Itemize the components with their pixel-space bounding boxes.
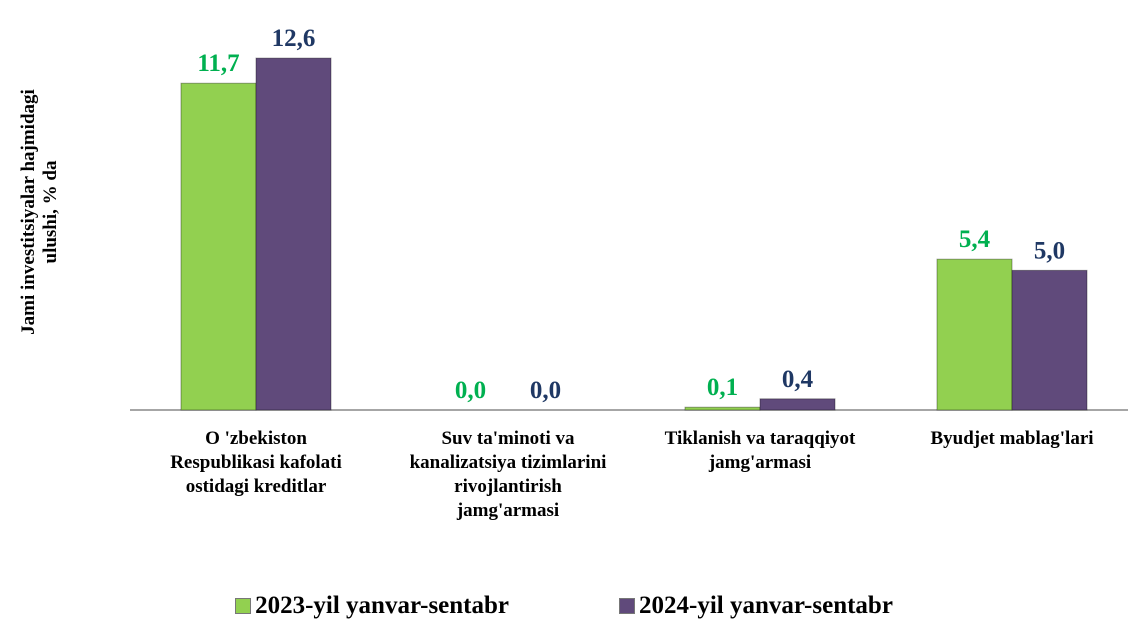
legend-label: 2023-yil yanvar-sentabr [255,592,509,619]
legend-label: 2024-yil yanvar-sentabr [639,592,893,619]
bar [684,406,761,411]
legend-swatch [619,598,635,614]
data-label: 0,0 [530,377,561,404]
data-label: 0,0 [455,377,486,404]
x-tick-label: Tiklanish va taraqqiyot jamg'armasi [664,428,856,473]
data-label: 0,4 [782,366,814,393]
x-tick-label: Byudjet mablag'lari [930,428,1094,449]
data-label: 11,7 [197,50,239,77]
data-label: 0,1 [707,374,738,401]
data-label: 5,0 [1034,237,1065,264]
bar [255,57,332,411]
bar [180,82,257,411]
legend-swatch [235,598,252,614]
data-label: 5,4 [959,226,991,253]
y-axis-label: Jami investitsiyalar hajmidagi ulushi, %… [18,89,61,335]
legend: 2023-yil yanvar-sentabr 2024-yil yanvar-s… [0,592,1128,620]
bar [1011,269,1088,411]
legend-entry: 2024-yil yanvar-sentabr [619,592,893,620]
x-tick-label: Suv ta'minoti va kanalizatsiya tizimlari… [409,428,607,521]
bar [936,258,1013,411]
bar [759,398,836,411]
data-label: 12,6 [272,25,316,52]
x-tick-label: O 'zbekiston Respublikasi kafolati ostid… [170,428,342,497]
legend-entry: 2023-yil yanvar-sentabr [235,592,509,620]
